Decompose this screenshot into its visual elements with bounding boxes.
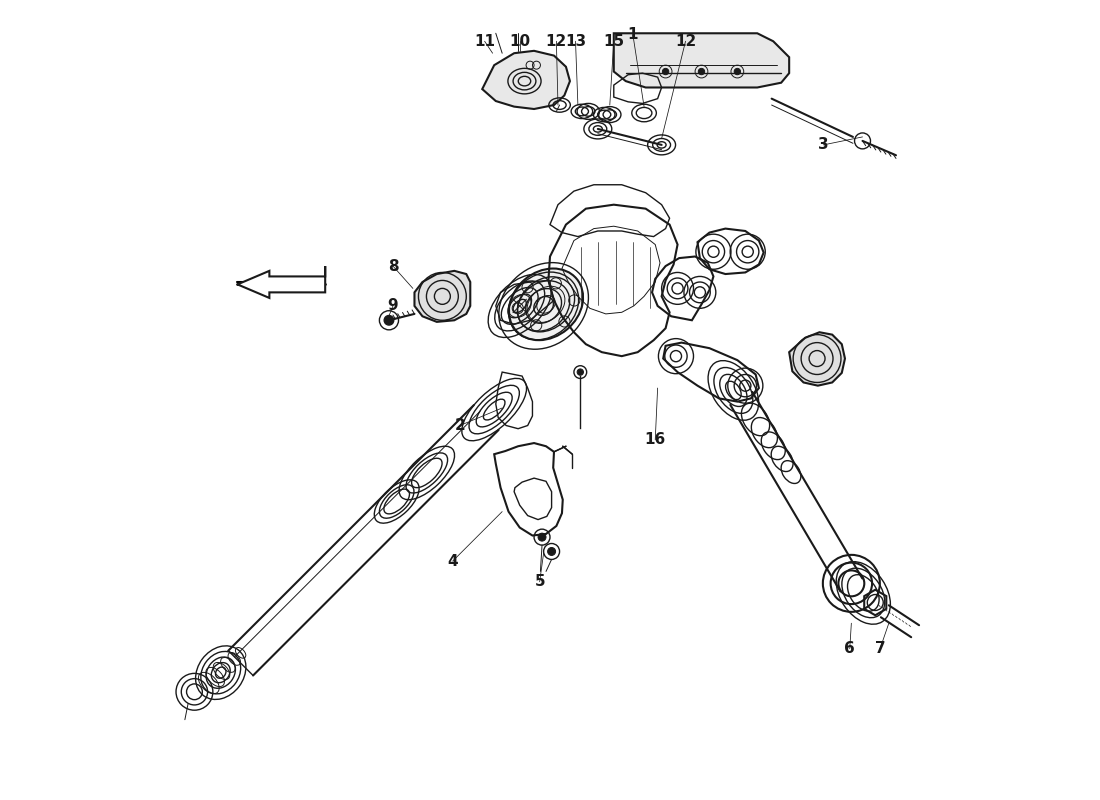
Circle shape bbox=[578, 369, 583, 375]
Text: 12: 12 bbox=[675, 34, 696, 49]
Text: 10: 10 bbox=[509, 34, 530, 49]
Circle shape bbox=[698, 68, 705, 74]
Text: 2: 2 bbox=[454, 418, 465, 433]
Text: 6: 6 bbox=[845, 642, 855, 656]
Polygon shape bbox=[238, 266, 326, 298]
Circle shape bbox=[662, 68, 669, 74]
Text: 1: 1 bbox=[628, 27, 638, 42]
Text: 15: 15 bbox=[603, 34, 625, 49]
Text: 8: 8 bbox=[387, 258, 398, 274]
Text: 11: 11 bbox=[474, 34, 495, 49]
Polygon shape bbox=[482, 51, 570, 109]
Circle shape bbox=[538, 533, 546, 541]
Ellipse shape bbox=[509, 269, 583, 340]
Circle shape bbox=[548, 547, 556, 555]
Circle shape bbox=[734, 68, 740, 74]
Text: 16: 16 bbox=[645, 432, 665, 447]
Text: 4: 4 bbox=[448, 554, 458, 569]
Text: 5: 5 bbox=[535, 574, 544, 590]
Polygon shape bbox=[415, 271, 471, 322]
Polygon shape bbox=[789, 332, 845, 386]
Text: 7: 7 bbox=[874, 642, 886, 656]
Text: 3: 3 bbox=[818, 138, 828, 152]
Text: 13: 13 bbox=[565, 34, 586, 49]
Text: 9: 9 bbox=[387, 298, 398, 314]
Circle shape bbox=[384, 315, 394, 325]
Polygon shape bbox=[614, 34, 789, 87]
Text: 12: 12 bbox=[546, 34, 566, 49]
